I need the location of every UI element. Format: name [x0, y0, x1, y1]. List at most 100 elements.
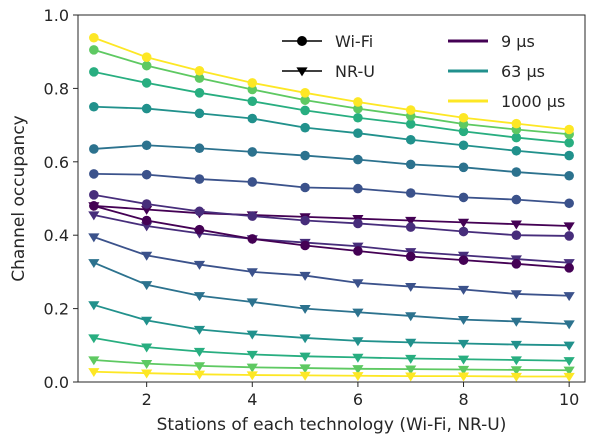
data-point	[458, 140, 469, 151]
data-point	[300, 95, 310, 105]
data-point	[88, 211, 100, 221]
data-point	[353, 128, 363, 138]
data-point	[247, 234, 258, 244]
data-point	[300, 105, 310, 116]
data-point	[511, 230, 522, 240]
data-point	[300, 240, 310, 251]
data-point	[564, 124, 574, 135]
data-point	[89, 201, 99, 211]
data-point	[511, 167, 522, 177]
data-point	[458, 112, 469, 123]
series-nr-u	[88, 356, 575, 376]
series-line	[93, 144, 570, 177]
x-tick-label: 6	[353, 390, 363, 409]
series-line	[93, 193, 570, 237]
series-nr-u	[88, 368, 575, 382]
x-tick-label: 10	[559, 390, 579, 409]
legend-label: Wi-Fi	[335, 32, 373, 51]
data-point	[510, 220, 522, 230]
data-point	[353, 103, 363, 114]
series-line	[93, 204, 570, 227]
legend-color-entry: 63 μs	[448, 62, 545, 81]
series-nr-u	[88, 233, 575, 302]
data-point	[457, 315, 470, 325]
series-line	[93, 173, 570, 205]
data-point	[193, 362, 206, 372]
data-point	[247, 84, 258, 95]
data-point	[246, 298, 258, 308]
legend-label: NR-U	[335, 62, 375, 81]
data-point	[89, 32, 99, 43]
data-point	[405, 354, 417, 364]
legend-label: 1000 μs	[501, 92, 565, 111]
data-point	[353, 246, 363, 256]
x-axis-label: Stations of each technology (Wi-Fi, NR-U…	[157, 415, 507, 435]
legend-color-entry: 1000 μs	[448, 92, 565, 111]
y-tick-label: 0.2	[44, 300, 69, 319]
data-point	[299, 352, 311, 362]
data-point	[141, 140, 152, 151]
data-point	[352, 308, 364, 318]
data-point	[564, 263, 574, 273]
data-point	[194, 65, 205, 76]
data-point	[353, 218, 363, 229]
data-point	[247, 147, 258, 157]
x-axis-ticks: 2 4 6 8 10	[142, 382, 579, 409]
data-point	[564, 198, 574, 209]
data-point	[247, 78, 258, 88]
series-line	[93, 370, 570, 378]
data-point	[193, 292, 206, 302]
data-point	[193, 325, 206, 335]
data-point	[458, 162, 469, 173]
data-point	[141, 316, 153, 326]
data-point	[299, 364, 311, 374]
data-point	[194, 174, 205, 184]
data-point	[457, 339, 470, 349]
data-point	[246, 363, 258, 373]
data-point	[457, 365, 470, 375]
data-point	[300, 150, 310, 161]
data-point	[510, 372, 522, 382]
data-point	[89, 190, 99, 200]
legend-entry-wi-fi: Wi-Fi	[282, 32, 373, 51]
data-point	[141, 78, 152, 88]
data-point	[564, 231, 574, 241]
data-point	[563, 357, 575, 367]
data-point	[193, 347, 206, 357]
data-point	[405, 134, 416, 145]
y-tick-label: 0.6	[44, 153, 69, 172]
data-point	[405, 312, 417, 322]
data-point	[352, 337, 364, 347]
data-point	[88, 233, 100, 243]
data-point	[564, 150, 574, 161]
data-point	[563, 292, 575, 302]
data-point	[194, 88, 205, 98]
data-point	[141, 215, 152, 226]
data-point	[194, 108, 205, 119]
data-point	[510, 317, 522, 327]
data-point	[141, 281, 153, 291]
x-tick-label: 8	[458, 390, 468, 409]
series-line	[93, 214, 570, 264]
data-point	[247, 113, 258, 124]
series-line	[93, 49, 570, 136]
y-tick-label: 0.8	[44, 79, 69, 98]
data-point	[405, 282, 417, 292]
data-point	[141, 60, 152, 71]
series-line	[93, 71, 570, 144]
data-point	[141, 343, 153, 353]
series-line	[93, 36, 570, 131]
data-point	[563, 320, 575, 330]
data-point	[246, 268, 258, 278]
data-point	[510, 356, 522, 366]
data-point	[89, 101, 99, 112]
data-point	[353, 154, 363, 165]
y-axis-ticks: 0.0 0.2 0.4 0.6 0.8 1.0	[44, 6, 78, 392]
data-point	[299, 371, 311, 381]
series-nr-u	[88, 259, 575, 330]
series-wi-fi	[89, 190, 574, 241]
data-point	[246, 330, 258, 340]
series-nr-u	[88, 301, 575, 351]
x-tick-label: 2	[142, 390, 152, 409]
data-point	[194, 206, 205, 217]
